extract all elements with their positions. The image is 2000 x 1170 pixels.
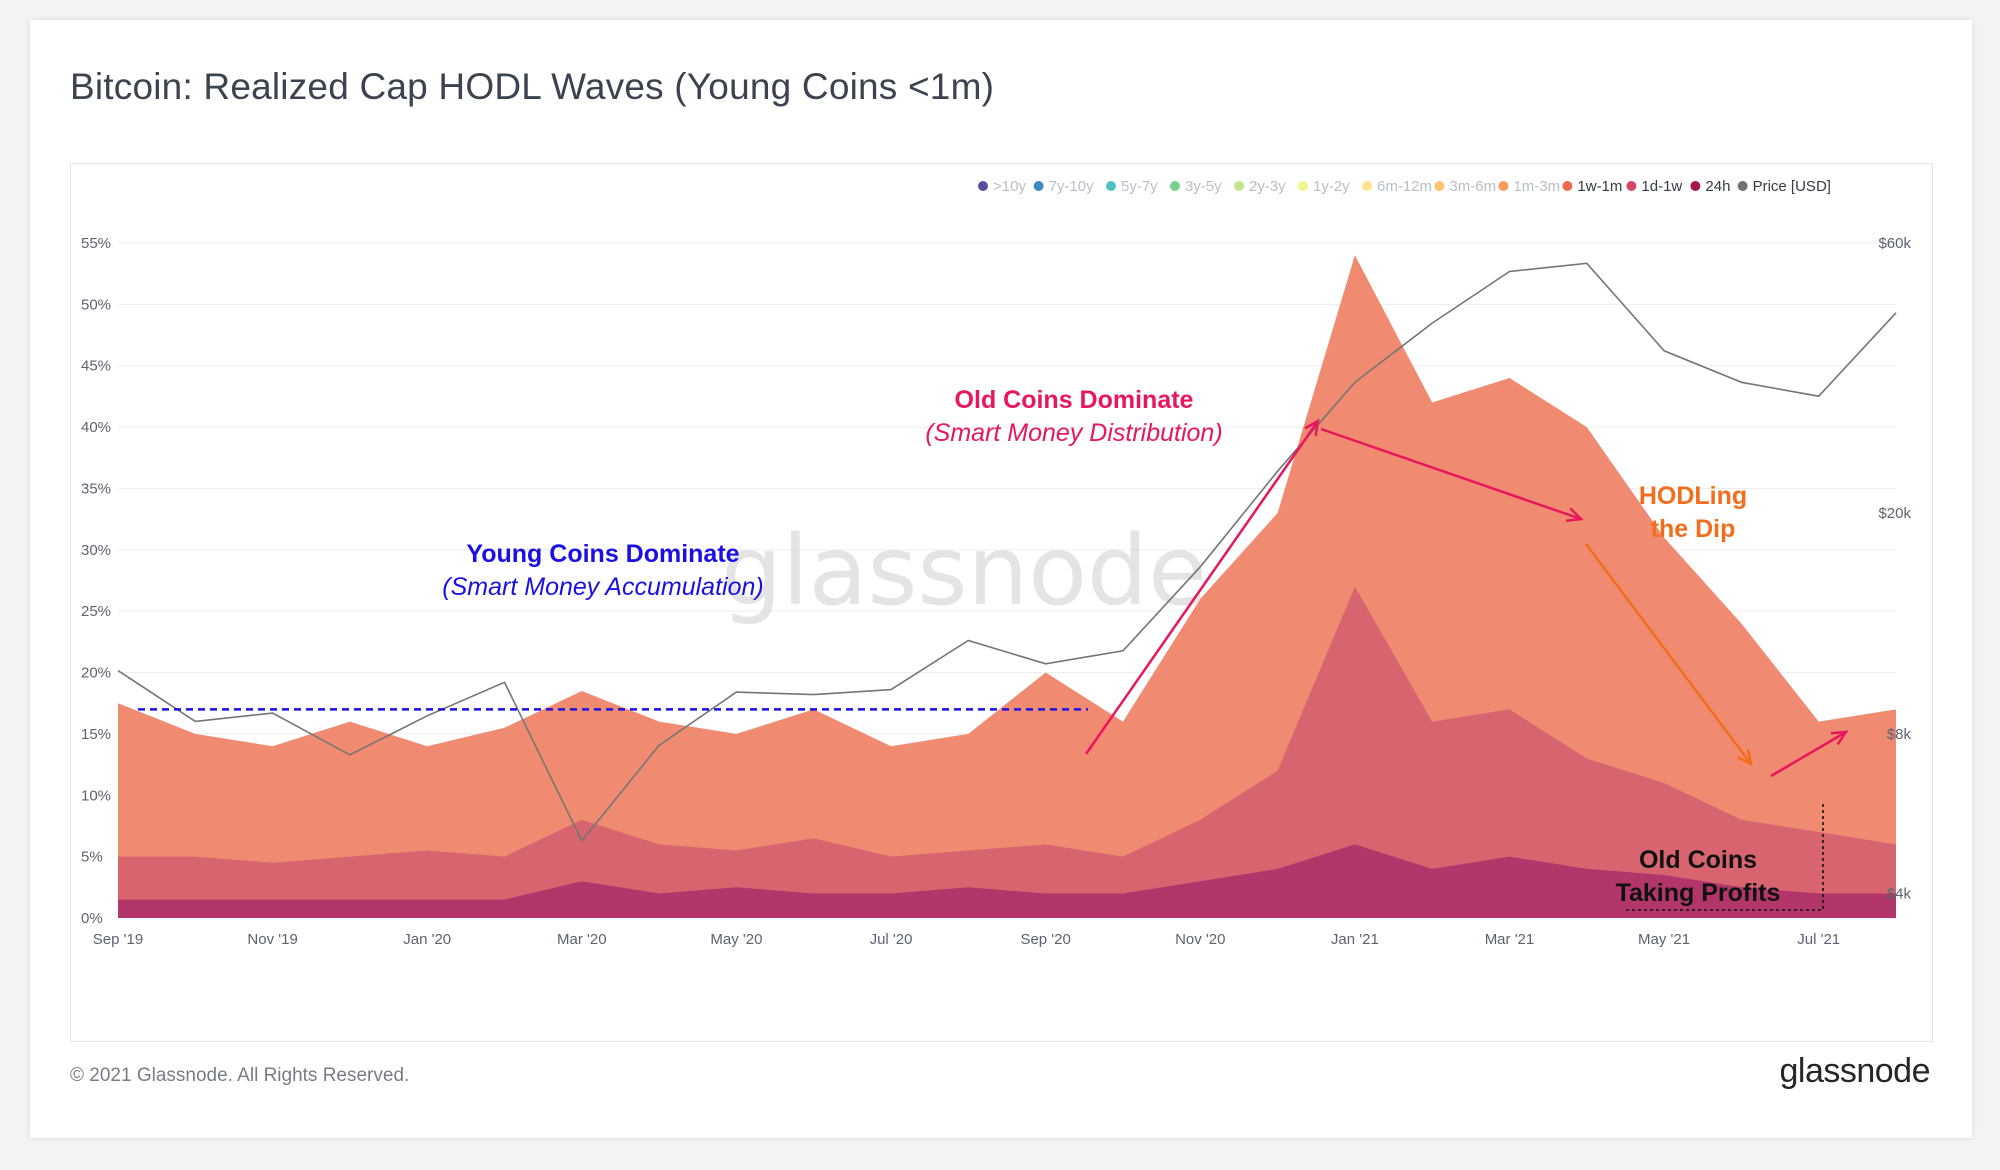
legend-label: 6m-12m <box>1377 178 1432 195</box>
x-tick: Nov '20 <box>1175 931 1225 948</box>
legend-dot <box>1298 181 1308 191</box>
watermark: glassnode <box>721 515 1207 627</box>
y-tick-left: 40% <box>81 419 111 436</box>
legend-dot <box>1434 181 1445 191</box>
x-tick: Jul '21 <box>1797 931 1840 948</box>
legend-dot <box>1234 181 1244 191</box>
legend-dot <box>1737 181 1748 191</box>
legend-dot <box>1033 181 1044 191</box>
legend-item[interactable]: 6m-12m <box>1362 178 1432 195</box>
legend-dot <box>1498 181 1509 191</box>
axes: 0% 5% 10% 15% 20% 25% 30% 35% 40% 45% 50% 55% $4k $8k… <box>81 235 1911 948</box>
legend-item[interactable]: 3y-5y <box>1170 178 1222 195</box>
legend-label: 5y-7y <box>1121 178 1158 195</box>
legend-label: Price [USD] <box>1753 178 1831 195</box>
arrow-hodl-dip-head <box>1737 749 1753 767</box>
legend-label: 3y-5y <box>1185 178 1222 195</box>
legend-item[interactable]: >10y <box>978 178 1026 195</box>
legend-label: 3m-6m <box>1449 178 1496 195</box>
arrow-up-distribution-head <box>1304 418 1320 437</box>
legend-item[interactable]: 24h <box>1690 178 1730 195</box>
annotation-old-title: Old Coins Dominate <box>955 386 1194 414</box>
chart-frame: glassnode 0% 5% 10% 15% 20% 25% 30% 35% 40% 45% 50… <box>70 163 1933 1042</box>
legend-dot <box>1690 181 1701 191</box>
annotation-profit-title: Old Coins <box>1639 846 1757 874</box>
legend-item[interactable]: 3m-6m <box>1434 178 1496 195</box>
x-tick: Jan '21 <box>1331 931 1379 948</box>
annotation-old-subtitle: (Smart Money Distribution) <box>925 419 1222 447</box>
annotation-young-title: Young Coins Dominate <box>466 540 739 568</box>
legend-dot <box>1106 181 1116 191</box>
arrow-rebound-head <box>1830 730 1849 746</box>
annotation-dip-subtitle: the Dip <box>1651 515 1736 543</box>
y-tick-left: 50% <box>81 296 111 313</box>
area-1d-1w <box>118 586 1896 918</box>
annotation-young-subtitle: (Smart Money Accumulation) <box>442 573 763 601</box>
chart-title: Bitcoin: Realized Cap HODL Waves (Young … <box>70 66 995 107</box>
legend-dot <box>1626 181 1637 191</box>
x-tick: Jan '20 <box>403 931 451 948</box>
y-tick-right: $4k <box>1887 885 1912 902</box>
arrow-up-distribution <box>1084 420 1320 755</box>
legend[interactable]: Price [USD] 24h 1d-1w 1w-1m 1m-3m 3m-6m 6m-12m… <box>978 178 1831 195</box>
legend-item[interactable]: 1m-3m <box>1498 178 1560 195</box>
legend-item[interactable]: 1y-2y <box>1298 178 1350 195</box>
x-tick: Sep '20 <box>1020 931 1070 948</box>
y-tick-left: 20% <box>81 665 111 682</box>
y-tick-left: 30% <box>81 542 111 559</box>
chart-card: Bitcoin: Realized Cap HODL Waves (Young … <box>30 20 1972 1138</box>
x-tick: May '20 <box>710 931 762 948</box>
y-tick-right: $60k <box>1878 235 1911 252</box>
legend-label: 1y-2y <box>1313 178 1350 195</box>
annotation-profit-subtitle: Taking Profits <box>1616 879 1781 907</box>
area-24h <box>118 844 1896 918</box>
annotation-dip-title: HODLing <box>1639 482 1747 510</box>
x-tick: May '21 <box>1638 931 1690 948</box>
y-tick-left: 15% <box>81 726 111 743</box>
arrow-down-distribution-head <box>1565 507 1584 522</box>
legend-item[interactable]: 1d-1w <box>1626 178 1682 195</box>
areas <box>118 255 1896 919</box>
legend-item[interactable]: Price [USD] <box>1737 178 1831 195</box>
legend-dot <box>1170 181 1180 191</box>
legend-item[interactable]: 7y-10y <box>1033 178 1095 195</box>
y-tick-left: 5% <box>81 849 103 866</box>
chart-svg: glassnode 0% 5% 10% 15% 20% 25% 30% 35% 40% 45% 50… <box>81 178 1911 948</box>
y-tick-right: $8k <box>1887 726 1912 743</box>
x-tick: Jul '20 <box>870 931 913 948</box>
price-line <box>117 262 1897 843</box>
y-tick-left: 0% <box>81 910 103 927</box>
x-tick: Mar '20 <box>557 931 607 948</box>
legend-dot <box>1562 181 1573 191</box>
copyright-text: © 2021 Glassnode. All Rights Reserved. <box>70 1065 410 1086</box>
legend-item[interactable]: 1w-1m <box>1562 178 1622 195</box>
x-tick: Nov '19 <box>247 931 297 948</box>
y-tick-right: $20k <box>1878 505 1911 522</box>
legend-item[interactable]: 2y-3y <box>1234 178 1286 195</box>
legend-dot <box>978 181 988 191</box>
legend-dot <box>1362 181 1372 191</box>
legend-label: >10y <box>993 178 1026 195</box>
y-tick-left: 25% <box>81 603 111 620</box>
arrow-rebound <box>1770 730 1847 778</box>
arrow-down-distribution <box>1320 427 1582 521</box>
arrow-hodl-dip <box>1585 543 1752 765</box>
price <box>117 262 1897 843</box>
x-tick: Mar '21 <box>1485 931 1535 948</box>
glassnode-logo: glassnode <box>1779 1052 1930 1090</box>
y-tick-left: 35% <box>81 480 111 497</box>
legend-label: 1w-1m <box>1577 178 1622 195</box>
annotations: Young Coins Dominate (Smart Money Accumul… <box>138 386 1849 911</box>
legend-label: 7y-10y <box>1049 178 1095 195</box>
y-tick-left: 10% <box>81 787 111 804</box>
y-tick-left: 45% <box>81 358 111 375</box>
legend-label: 1d-1w <box>1641 178 1682 195</box>
legend-label: 1m-3m <box>1513 178 1560 195</box>
y-tick-left: 55% <box>81 235 111 252</box>
legend-item[interactable]: 5y-7y <box>1106 178 1158 195</box>
legend-label: 24h <box>1705 178 1730 195</box>
legend-label: 2y-3y <box>1249 178 1286 195</box>
x-tick: Sep '19 <box>93 931 143 948</box>
